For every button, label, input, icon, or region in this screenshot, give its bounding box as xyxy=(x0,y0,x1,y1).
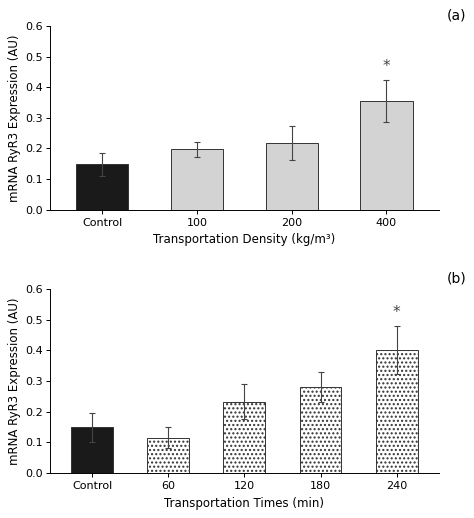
Y-axis label: mRNA RyR3 Expression (AU): mRNA RyR3 Expression (AU) xyxy=(9,34,21,202)
Bar xyxy=(300,387,341,473)
Text: (b): (b) xyxy=(447,271,466,285)
Text: (a): (a) xyxy=(447,8,466,22)
Text: *: * xyxy=(383,59,390,74)
Text: *: * xyxy=(393,305,401,320)
Bar xyxy=(266,143,318,210)
Bar xyxy=(360,101,412,210)
Bar xyxy=(147,438,189,473)
Bar xyxy=(71,427,113,473)
Bar xyxy=(76,164,128,210)
Bar xyxy=(171,149,223,210)
Bar xyxy=(376,350,418,473)
X-axis label: Transportation Density (kg/m³): Transportation Density (kg/m³) xyxy=(153,234,336,247)
Bar xyxy=(223,402,265,473)
Y-axis label: mRNA RyR3 Expression (AU): mRNA RyR3 Expression (AU) xyxy=(9,297,21,465)
X-axis label: Transportation Times (min): Transportation Times (min) xyxy=(164,497,324,510)
